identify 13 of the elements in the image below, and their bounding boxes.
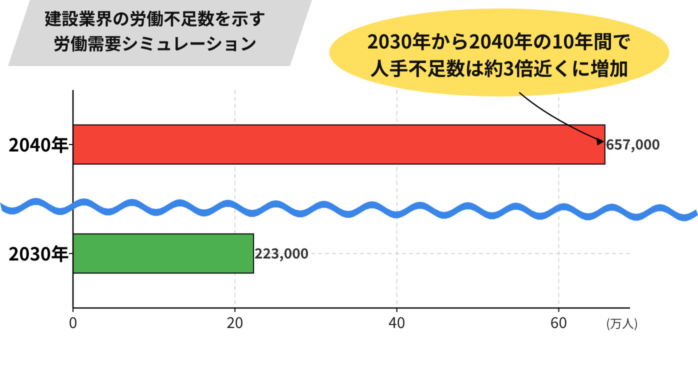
- chart-title: 建設業界の労働不足数を示す労働需要シミュレーション: [44, 5, 266, 55]
- y-tick-label: 2030年: [8, 240, 69, 266]
- annotation: 2030年から2040年の10年間で人手不足数は約3倍近くに増加: [367, 28, 632, 82]
- x-tick-label: 40: [388, 312, 406, 333]
- value-label: 657,000: [606, 134, 660, 154]
- x-tick-label: 20: [226, 312, 244, 333]
- x-tick-label: 60: [550, 312, 568, 333]
- x-axis-title: (万人): [606, 315, 638, 332]
- value-label: 223,000: [254, 244, 309, 264]
- x-tick-label: 0: [68, 312, 78, 333]
- title: 建設業界の労働不足数を示す労働需要シミュレーション: [8, 0, 312, 66]
- y-tick-label: 2040年: [8, 132, 69, 158]
- annotation: 2030年から2040年の10年間で人手不足数は約3倍近くに増加: [329, 8, 670, 96]
